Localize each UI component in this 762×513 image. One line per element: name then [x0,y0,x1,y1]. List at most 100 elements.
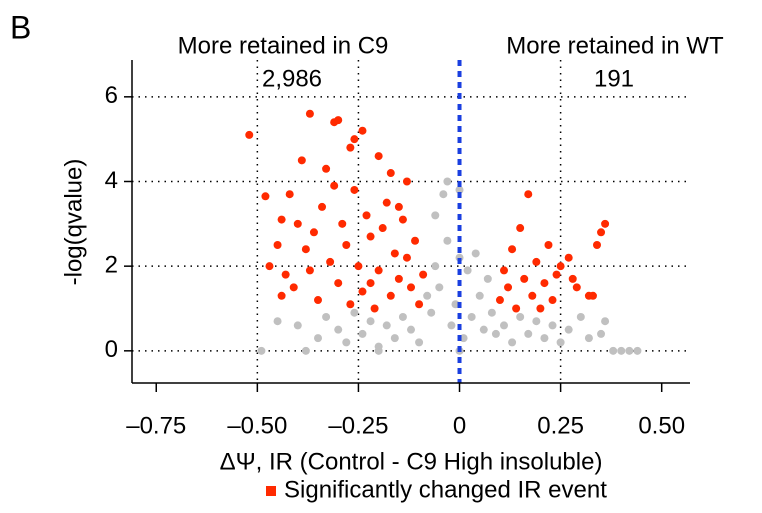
data-point [386,291,395,300]
data-point [588,291,597,300]
data-point [273,240,282,249]
data-point [314,334,322,343]
data-point [479,325,488,334]
data-point [390,249,399,258]
data-point [394,202,403,211]
data-point [265,262,274,271]
data-point [342,240,351,249]
data-point [261,192,270,201]
data-point [314,296,322,305]
data-point [326,257,335,266]
data-point [366,317,375,326]
data-point [378,224,387,233]
data-point [443,177,452,186]
header-left: More retained in C9 [178,32,389,59]
data-point [398,215,407,224]
data-point [568,274,577,283]
x-tick-label: –0.75 [126,412,186,439]
x-tick-label: 0 [453,412,466,439]
data-point [358,287,367,296]
panel-label: B [10,9,31,45]
data-point [366,232,375,241]
data-point [257,346,266,355]
data-point [273,317,282,326]
data-point [338,219,347,228]
count-annotation: 191 [594,65,634,92]
y-tick-label: 0 [105,336,118,363]
data-point [305,109,314,118]
data-point [374,152,383,161]
data-point [483,274,492,283]
data-point [532,317,541,326]
data-point [576,312,585,321]
data-point [528,291,537,300]
data-point [419,270,428,279]
data-point [593,240,601,249]
data-point [601,219,610,228]
data-point [431,262,440,271]
data-point [334,116,343,125]
data-point [346,143,355,152]
data-point [524,190,533,199]
data-point [609,346,618,355]
data-point [467,312,476,321]
data-point [382,198,391,207]
data-point [427,308,436,317]
data-point [516,224,525,233]
data-point [459,334,468,343]
data-point [362,211,371,220]
data-point [334,279,343,288]
header-right: More retained in WT [506,32,724,59]
data-point [532,257,541,266]
data-point [277,291,286,300]
data-point [548,296,557,305]
data-point [601,317,610,326]
y-tick-label: 2 [105,252,118,279]
data-point [407,283,415,292]
data-point [564,325,573,334]
data-point [293,219,302,228]
data-point [524,329,533,338]
y-tick-label: 6 [105,82,118,109]
data-point [544,240,553,249]
data-point [597,228,606,237]
count-annotation: 2,986 [262,65,322,92]
data-point [597,329,606,338]
data-point [475,291,484,300]
data-point [548,321,557,330]
y-axis-label: -log(qvalue) [60,159,87,286]
x-tick-label: 0.25 [537,412,584,439]
data-point [297,156,306,165]
data-point [394,274,403,283]
data-point [382,321,391,330]
data-point [552,270,561,279]
data-point [504,283,513,292]
data-point [617,346,626,355]
data-point [334,325,343,334]
data-point [281,270,290,279]
data-point [245,130,254,139]
y-tick-label: 4 [105,167,118,194]
data-point [402,177,411,186]
data-point [455,185,464,194]
data-point [540,334,549,343]
data-point [350,185,359,194]
data-point [556,338,565,347]
data-point [374,266,383,275]
data-point [322,312,331,321]
x-tick-label: –0.50 [227,412,287,439]
data-point [584,334,593,343]
data-point [386,169,395,178]
data-point [407,325,415,334]
data-point [350,135,359,144]
data-point [520,274,529,283]
data-point [301,245,310,254]
data-point [358,329,367,338]
data-point [358,126,367,135]
data-point [500,266,508,275]
data-point [374,346,383,355]
data-point [500,321,508,330]
data-point [415,338,424,347]
data-point [439,190,448,199]
